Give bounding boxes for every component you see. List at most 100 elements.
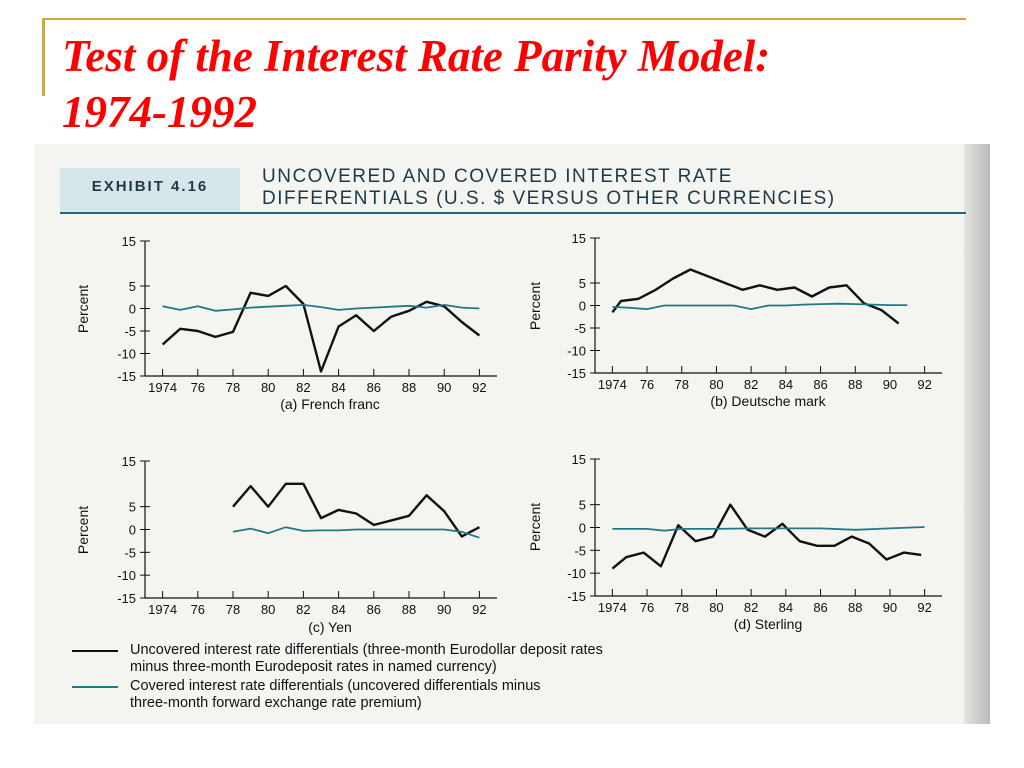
chart-1-xtick-label: 86 <box>367 380 381 395</box>
title-accent-rule <box>42 18 966 20</box>
chart-4-xtick-label: 92 <box>917 600 931 615</box>
chart-1-ylabel: Percent <box>75 285 91 333</box>
chart-4-ytick-label: -10 <box>567 566 586 581</box>
chart-1-ytick-label: 5 <box>129 279 136 294</box>
slide-title-line2: 1974-1992 <box>62 87 257 137</box>
chart-1-xtick-label: 82 <box>296 380 310 395</box>
chart-4-xtick-label: 76 <box>640 600 654 615</box>
chart-4-xtick-label: 84 <box>779 600 793 615</box>
chart-2-xtick-label: 1974 <box>598 377 627 392</box>
chart-2-ylabel: Percent <box>527 282 543 330</box>
legend-label-uncovered-line2: minus three-month Eurodeposit rates in n… <box>130 659 497 675</box>
chart-3-xtick-label: 90 <box>437 602 451 617</box>
chart-2-caption: (b) Deutsche mark <box>710 393 826 409</box>
chart-4-xtick-label: 86 <box>813 600 827 615</box>
chart-3-caption: (c) Yen <box>308 619 352 635</box>
chart-3-ylabel: Percent <box>75 506 91 554</box>
chart-4-ytick-label: 15 <box>572 452 586 467</box>
exhibit-title-line1: UNCOVERED AND COVERED INTEREST RATE <box>262 166 733 187</box>
chart-3-xtick-label: 82 <box>296 602 310 617</box>
chart-1-ytick-label: 0 <box>129 302 136 317</box>
exhibit-image <box>34 144 990 724</box>
chart-4-uncovered-line <box>611 503 922 570</box>
chart-3-xtick-label: 76 <box>191 602 205 617</box>
chart-3-xtick-label: 92 <box>472 602 486 617</box>
chart-2-ytick-label: -15 <box>567 366 586 381</box>
legend-label-covered-line1: Covered interest rate differentials (unc… <box>130 678 541 694</box>
chart-1-xtick-label: 90 <box>437 380 451 395</box>
chart-2-uncovered-line <box>611 268 900 325</box>
chart-3-uncovered-line <box>232 482 480 538</box>
chart-2-ytick-label: -5 <box>574 321 586 336</box>
chart-2-covered-line <box>612 302 908 311</box>
chart-4-xtick-label: 80 <box>709 600 723 615</box>
chart-1-xtick-label: 80 <box>261 380 275 395</box>
exhibit-title: UNCOVERED AND COVERED INTEREST RATE DIFF… <box>262 166 952 210</box>
exhibit-page-shadow <box>964 144 990 724</box>
chart-4-ytick-label: -15 <box>567 589 586 604</box>
chart-1-ytick-label: -10 <box>117 347 136 362</box>
chart-4-ylabel: Percent <box>527 503 543 551</box>
title-accent-bar <box>42 18 45 96</box>
legend-label-uncovered-line1: Uncovered interest rate differentials (t… <box>130 642 603 658</box>
chart-4-caption: (d) Sterling <box>734 616 802 632</box>
chart-2-xtick-label: 76 <box>640 377 654 392</box>
chart-4-xtick-label: 90 <box>883 600 897 615</box>
chart-1-xtick-label: 88 <box>402 380 416 395</box>
chart-2-ytick-label: 0 <box>579 299 586 314</box>
chart-4-xtick-label: 82 <box>744 600 758 615</box>
chart-2-xtick-label: 78 <box>675 377 689 392</box>
legend-label-covered-line2: three-month forward exchange rate premiu… <box>130 695 422 711</box>
chart-3-ytick-label: 5 <box>129 500 136 515</box>
chart-1-xtick-label: 76 <box>191 380 205 395</box>
chart-4-xtick-label: 78 <box>675 600 689 615</box>
chart-4-xtick-label: 1974 <box>598 600 627 615</box>
exhibit-label-box <box>60 168 240 212</box>
chart-1-xtick-label: 1974 <box>148 380 177 395</box>
chart-4-ytick-label: 5 <box>579 498 586 513</box>
chart-1-caption: (a) French franc <box>280 396 380 412</box>
chart-2-xtick-label: 80 <box>709 377 723 392</box>
chart-1-ytick-label: 15 <box>122 234 136 249</box>
chart-3-xtick-label: 78 <box>226 602 240 617</box>
chart-3-xtick-label: 80 <box>261 602 275 617</box>
chart-4-ytick-label: 0 <box>579 521 586 536</box>
chart-2-ytick-label: 15 <box>572 231 586 246</box>
chart-2-ytick-label: 5 <box>579 276 586 291</box>
legend-item-uncovered: Uncovered interest rate differentials (t… <box>70 642 830 676</box>
chart-3-xtick-label: 1974 <box>148 602 177 617</box>
chart-1-ytick-label: -5 <box>124 324 136 339</box>
chart-3-covered-line <box>232 526 480 539</box>
legend-item-covered: Covered interest rate differentials (unc… <box>70 678 830 712</box>
chart-2-xtick-label: 88 <box>848 377 862 392</box>
chart-3-xtick-label: 86 <box>367 602 381 617</box>
chart-1-xtick-label: 84 <box>331 380 345 395</box>
chart-3-ytick-label: -5 <box>124 545 136 560</box>
chart-3-xtick-label: 88 <box>402 602 416 617</box>
chart-2-xtick-label: 82 <box>744 377 758 392</box>
chart-2-xtick-label: 86 <box>813 377 827 392</box>
chart-4-ytick-label: -5 <box>574 543 586 558</box>
chart-1-uncovered-line <box>161 284 481 373</box>
slide-title-line1: Test of the Interest Rate Parity Model: <box>62 31 771 81</box>
chart-3-ytick-label: -10 <box>117 568 136 583</box>
chart-1-ytick-label: -15 <box>117 369 136 384</box>
chart-2-xtick-label: 92 <box>917 377 931 392</box>
chart-2-ytick-label: -10 <box>567 344 586 359</box>
slide-title: Test of the Interest Rate Parity Model: … <box>62 28 962 140</box>
legend-swatch-uncovered <box>72 650 118 653</box>
chart-3-ytick-label: 15 <box>122 454 136 469</box>
chart-1-covered-line <box>162 303 480 312</box>
chart-1-xtick-label: 78 <box>226 380 240 395</box>
chart-4-covered-line <box>612 526 925 532</box>
chart-3-ytick-label: 0 <box>129 523 136 538</box>
chart-2-xtick-label: 90 <box>883 377 897 392</box>
exhibit-title-line2: DIFFERENTIALS (U.S. $ VERSUS OTHER CURRE… <box>262 188 836 209</box>
legend-swatch-covered <box>72 686 118 689</box>
chart-3-ytick-label: -15 <box>117 591 136 606</box>
chart-4-xtick-label: 88 <box>848 600 862 615</box>
exhibit-label: EXHIBIT 4.16 <box>91 178 209 195</box>
exhibit-rule <box>60 212 966 214</box>
legend: Uncovered interest rate differentials (t… <box>70 642 830 714</box>
